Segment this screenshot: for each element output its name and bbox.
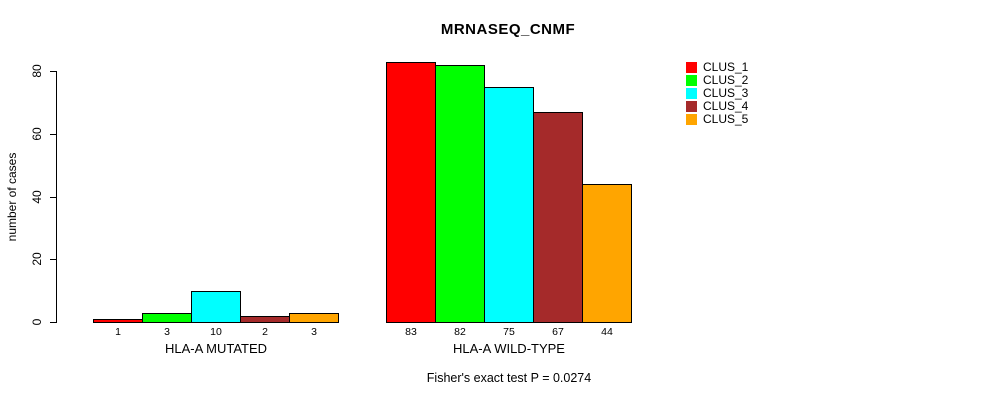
bar-clus-3-group2: [484, 87, 534, 323]
legend-color-swatch: [686, 114, 697, 125]
y-axis-tick-label: 40: [30, 190, 44, 204]
y-axis-tick: [50, 197, 57, 198]
chart-title: MRNASEQ_CNMF: [440, 21, 576, 38]
bar-value-label: 3: [311, 326, 317, 338]
legend-item-clus-4: CLUS_4: [686, 100, 748, 113]
bar-value-label: 44: [601, 326, 613, 338]
legend: CLUS_1 CLUS_2 CLUS_3 CLUS_4 CLUS_5: [686, 61, 748, 126]
bar-value-label: 1: [115, 326, 121, 338]
bar-clus-4-group2: [533, 112, 583, 323]
bar-clus-5-group2: [582, 184, 632, 323]
fisher-test-annotation: Fisher's exact test P = 0.0274: [426, 371, 592, 385]
y-axis-tick-label: 80: [30, 64, 44, 78]
bar-value-label: 2: [262, 326, 268, 338]
bar-value-label: 75: [503, 326, 515, 338]
legend-color-swatch: [686, 88, 697, 99]
category-label-mutated: HLA-A MUTATED: [164, 341, 268, 356]
legend-item-clus-2: CLUS_2: [686, 74, 748, 87]
legend-label: CLUS_5: [703, 112, 749, 126]
y-axis-tick: [50, 134, 57, 135]
legend-label: CLUS_2: [703, 73, 749, 87]
bar-clus-5-group1: [289, 313, 339, 323]
bar-value-label: 3: [164, 326, 170, 338]
bar-value-label: 10: [210, 326, 222, 338]
y-axis-tick-label: 60: [30, 127, 44, 141]
bar-value-label: 82: [454, 326, 466, 338]
y-axis-tick: [50, 322, 57, 323]
y-axis-tick: [50, 71, 57, 72]
legend-color-swatch: [686, 75, 697, 86]
y-axis-line: [56, 71, 57, 322]
legend-color-swatch: [686, 101, 697, 112]
legend-label: CLUS_1: [703, 60, 749, 74]
bar-clus-2-group1: [142, 313, 192, 323]
bar-clus-1-group1: [93, 319, 143, 323]
category-label-wild-type: HLA-A WILD-TYPE: [453, 341, 565, 356]
legend-color-swatch: [686, 62, 697, 73]
y-axis-tick-label: 0: [30, 318, 44, 326]
legend-label: CLUS_4: [703, 99, 749, 113]
y-axis-tick-label: 20: [30, 252, 44, 266]
bar-clus-4-group1: [240, 316, 290, 323]
bar-value-label: 83: [405, 326, 417, 338]
legend-item-clus-1: CLUS_1: [686, 61, 748, 74]
y-axis-tick: [50, 259, 57, 260]
legend-item-clus-3: CLUS_3: [686, 87, 748, 100]
bar-clus-2-group2: [435, 65, 485, 323]
y-axis-label: number of cases: [5, 152, 19, 242]
bar-value-label: 67: [552, 326, 564, 338]
legend-item-clus-5: CLUS_5: [686, 113, 748, 126]
legend-label: CLUS_3: [703, 86, 749, 100]
bar-clus-1-group2: [386, 62, 436, 323]
bar-clus-3-group1: [191, 291, 241, 323]
